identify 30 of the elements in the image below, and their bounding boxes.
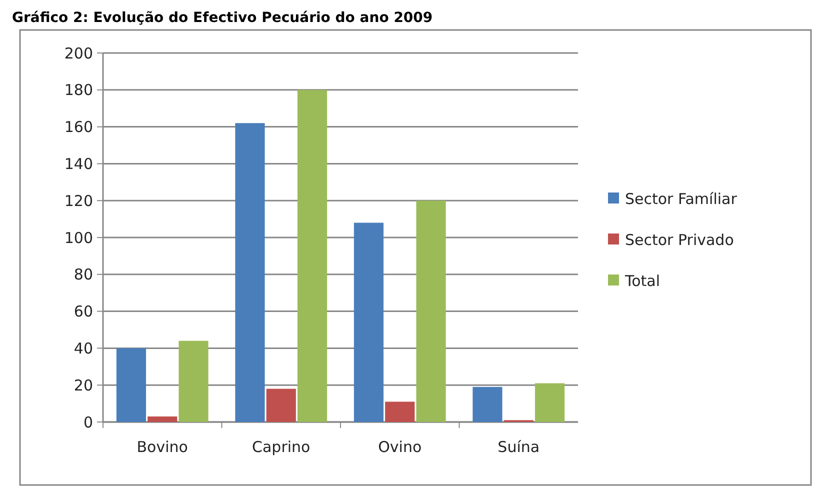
legend-label: Total xyxy=(624,272,660,290)
bar xyxy=(297,90,328,422)
y-tick-label: 180 xyxy=(64,81,93,100)
bar xyxy=(148,416,178,422)
bar xyxy=(235,123,265,422)
bar xyxy=(534,383,565,422)
legend-label: Sector Famíliar xyxy=(625,190,738,208)
y-tick-label: 80 xyxy=(74,266,93,284)
y-tick-label: 100 xyxy=(64,228,93,247)
y-tick-label: 40 xyxy=(74,339,93,358)
x-tick-label: Suína xyxy=(498,438,540,456)
x-tick-label: Ovino xyxy=(378,438,422,456)
x-tick-label: Bovino xyxy=(136,438,188,456)
bar xyxy=(385,402,415,422)
y-tick-label: 140 xyxy=(64,154,93,173)
bar xyxy=(116,348,146,422)
chart-title: Gráfico 2: Evolução do Efectivo Pecuário do ano 2009 xyxy=(12,10,433,26)
y-tick-label: 20 xyxy=(74,376,93,394)
bar xyxy=(472,386,502,422)
bar xyxy=(416,200,446,422)
x-tick-label: Caprino xyxy=(252,438,310,456)
y-tick-label: 120 xyxy=(64,192,93,210)
bar xyxy=(354,222,384,422)
y-tick-label: 200 xyxy=(64,44,93,62)
bar xyxy=(178,340,208,422)
bar xyxy=(266,388,296,422)
y-tick-label: 0 xyxy=(83,413,93,432)
y-tick-label: 160 xyxy=(64,118,93,136)
y-tick-label: 60 xyxy=(74,302,93,321)
legend-label: Sector Privado xyxy=(625,230,734,249)
